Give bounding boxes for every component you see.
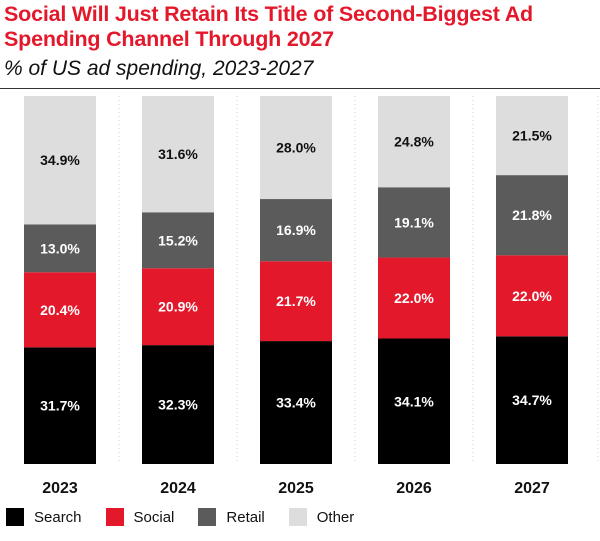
- data-label: 21.7%: [276, 293, 316, 309]
- data-label: 34.7%: [512, 392, 552, 408]
- data-label: 22.0%: [512, 288, 552, 304]
- legend-label: Other: [316, 508, 355, 526]
- data-label: 21.8%: [512, 207, 552, 223]
- data-label: 22.0%: [394, 290, 434, 306]
- bar-other-2023: [24, 96, 96, 225]
- data-label: 24.8%: [394, 134, 434, 150]
- legend-label: Social: [133, 508, 175, 526]
- x-tick-label: 2026: [396, 480, 432, 497]
- legend-item-social: Social: [105, 508, 175, 526]
- data-label: 19.1%: [394, 214, 434, 230]
- data-label: 28.0%: [276, 140, 316, 156]
- bar-search-2027: [496, 336, 568, 464]
- bar-search-2023: [24, 347, 96, 464]
- data-label: 31.7%: [40, 398, 80, 414]
- bar-retail-2026: [378, 187, 450, 258]
- bar-retail-2024: [142, 212, 214, 269]
- x-tick-label: 2027: [514, 480, 550, 497]
- bar-retail-2025: [260, 199, 332, 262]
- legend-swatch: [198, 508, 217, 526]
- bar-retail-2023: [24, 224, 96, 273]
- data-label: 15.2%: [158, 232, 198, 248]
- bar-other-2027: [496, 96, 568, 176]
- bar-other-2025: [260, 96, 332, 200]
- x-tick-label: 2025: [278, 480, 314, 497]
- bar-social-2024: [142, 268, 214, 346]
- legend-item-retail: Retail: [198, 508, 265, 526]
- data-label: 16.9%: [276, 222, 316, 238]
- legend-swatch: [288, 508, 307, 526]
- bar-social-2023: [24, 272, 96, 348]
- data-label: 34.1%: [394, 393, 434, 409]
- legend-item-search: Search: [6, 508, 82, 526]
- bar-other-2024: [142, 96, 214, 213]
- bar-retail-2027: [496, 175, 568, 256]
- legend-swatch: [105, 508, 124, 526]
- bar-social-2027: [496, 255, 568, 337]
- title-divider: [0, 88, 600, 89]
- chart-legend: Search Social Retail Other: [6, 506, 378, 528]
- bar-search-2024: [142, 345, 214, 464]
- bar-other-2026: [378, 96, 450, 188]
- data-label: 34.9%: [40, 152, 80, 168]
- data-label: 20.4%: [40, 302, 80, 318]
- bar-social-2026: [378, 257, 450, 339]
- legend-swatch: [6, 508, 24, 526]
- bar-search-2025: [260, 341, 332, 464]
- category-separators: [118, 96, 599, 464]
- bar-search-2026: [378, 338, 450, 464]
- data-label: 21.5%: [512, 128, 552, 144]
- data-label: 31.6%: [158, 146, 198, 162]
- data-label: 33.4%: [276, 395, 316, 411]
- data-label: 13.0%: [40, 240, 80, 256]
- data-label: 20.9%: [158, 299, 198, 315]
- bar-social-2025: [260, 261, 332, 342]
- data-label: 32.3%: [158, 397, 198, 413]
- x-tick-label: 2023: [42, 480, 78, 497]
- x-tick-label: 2024: [160, 480, 196, 497]
- legend-label: Search: [34, 508, 82, 526]
- chart-title: Social Will Just Retain Its Title of Sec…: [4, 2, 533, 51]
- legend-item-other: Other: [288, 508, 355, 526]
- chart-subtitle: % of US ad spending, 2023-2027: [4, 57, 314, 80]
- legend-label: Retail: [226, 508, 265, 526]
